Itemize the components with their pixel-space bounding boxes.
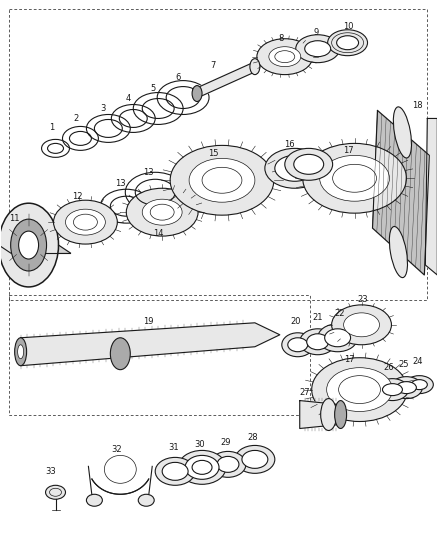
- Text: 2: 2: [74, 114, 79, 123]
- Text: 11: 11: [9, 214, 20, 223]
- Ellipse shape: [305, 41, 331, 56]
- Text: 7: 7: [210, 61, 215, 70]
- Ellipse shape: [155, 457, 195, 486]
- Text: 33: 33: [45, 467, 56, 476]
- Ellipse shape: [285, 148, 332, 180]
- Text: 9: 9: [313, 28, 318, 37]
- Text: 27: 27: [300, 388, 310, 397]
- Ellipse shape: [406, 376, 433, 393]
- Text: 13: 13: [143, 168, 154, 177]
- Ellipse shape: [335, 401, 346, 429]
- Text: 14: 14: [153, 229, 163, 238]
- Polygon shape: [372, 110, 429, 275]
- Ellipse shape: [396, 382, 417, 393]
- Ellipse shape: [242, 450, 268, 469]
- Text: 6: 6: [176, 73, 181, 82]
- Text: 29: 29: [221, 438, 231, 447]
- Ellipse shape: [318, 324, 357, 352]
- Ellipse shape: [393, 107, 411, 158]
- Ellipse shape: [178, 450, 226, 484]
- Ellipse shape: [390, 377, 422, 399]
- Text: 30: 30: [195, 440, 205, 449]
- Text: 25: 25: [398, 360, 409, 369]
- Ellipse shape: [170, 146, 274, 215]
- Ellipse shape: [250, 59, 260, 75]
- Text: 19: 19: [143, 317, 153, 326]
- Ellipse shape: [185, 455, 219, 479]
- Ellipse shape: [312, 358, 407, 422]
- Ellipse shape: [126, 188, 198, 236]
- Text: 32: 32: [111, 445, 122, 454]
- Ellipse shape: [288, 338, 308, 352]
- Text: 21: 21: [312, 313, 323, 322]
- Ellipse shape: [265, 148, 325, 188]
- Polygon shape: [425, 118, 437, 275]
- Ellipse shape: [192, 86, 202, 101]
- Text: 20: 20: [290, 317, 301, 326]
- Ellipse shape: [257, 39, 313, 75]
- Ellipse shape: [325, 329, 350, 347]
- Ellipse shape: [217, 456, 239, 472]
- Ellipse shape: [110, 338, 130, 370]
- Text: 24: 24: [412, 357, 423, 366]
- Polygon shape: [193, 63, 258, 98]
- Text: 15: 15: [208, 149, 218, 158]
- Ellipse shape: [46, 486, 66, 499]
- Polygon shape: [21, 323, 280, 366]
- Ellipse shape: [300, 329, 336, 355]
- Ellipse shape: [337, 36, 359, 50]
- Text: 31: 31: [168, 443, 178, 452]
- Ellipse shape: [53, 200, 117, 244]
- Ellipse shape: [86, 494, 102, 506]
- Text: 23: 23: [357, 295, 368, 304]
- Text: 5: 5: [151, 84, 156, 93]
- Ellipse shape: [19, 231, 39, 259]
- Text: 17: 17: [344, 355, 355, 364]
- Ellipse shape: [343, 313, 379, 337]
- Ellipse shape: [104, 455, 136, 483]
- Text: 26: 26: [383, 363, 394, 372]
- Ellipse shape: [282, 333, 314, 357]
- Polygon shape: [0, 245, 71, 253]
- Ellipse shape: [14, 338, 27, 366]
- Ellipse shape: [11, 219, 46, 271]
- Ellipse shape: [294, 155, 324, 174]
- Ellipse shape: [303, 143, 406, 213]
- Ellipse shape: [307, 334, 328, 350]
- Ellipse shape: [189, 158, 255, 202]
- Ellipse shape: [377, 378, 408, 401]
- Ellipse shape: [210, 451, 246, 478]
- Text: 1: 1: [49, 123, 54, 132]
- Ellipse shape: [389, 227, 407, 278]
- Ellipse shape: [321, 399, 337, 431]
- Ellipse shape: [320, 155, 389, 201]
- Text: 16: 16: [284, 140, 295, 149]
- Ellipse shape: [327, 368, 392, 411]
- Text: 18: 18: [412, 101, 423, 110]
- Text: 4: 4: [126, 94, 131, 103]
- Text: 8: 8: [278, 34, 283, 43]
- Ellipse shape: [332, 305, 392, 345]
- Ellipse shape: [66, 209, 106, 235]
- Ellipse shape: [328, 30, 367, 55]
- Text: 10: 10: [343, 22, 354, 31]
- Polygon shape: [300, 401, 345, 429]
- Text: 3: 3: [101, 104, 106, 113]
- Ellipse shape: [138, 494, 154, 506]
- Ellipse shape: [382, 384, 403, 395]
- Ellipse shape: [0, 203, 59, 287]
- Ellipse shape: [235, 446, 275, 473]
- Text: 28: 28: [247, 433, 258, 442]
- Text: 12: 12: [72, 192, 83, 201]
- Ellipse shape: [18, 345, 24, 359]
- Text: 13: 13: [115, 179, 126, 188]
- Ellipse shape: [296, 35, 339, 63]
- Text: 22: 22: [334, 309, 345, 318]
- Text: 17: 17: [343, 146, 354, 155]
- Ellipse shape: [275, 155, 314, 181]
- Ellipse shape: [142, 199, 182, 225]
- Ellipse shape: [162, 462, 188, 480]
- Ellipse shape: [269, 47, 301, 67]
- Ellipse shape: [411, 379, 427, 390]
